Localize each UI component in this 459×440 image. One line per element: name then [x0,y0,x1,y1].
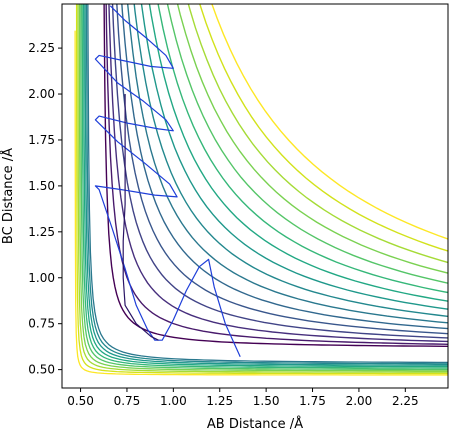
y-tick-label: 0.75 [28,317,55,331]
x-tick-label: 1.00 [160,394,187,408]
x-axis-ticks: 0.50 0.75 1.00 1.25 1.50 1.75 2.00 2.25 [67,388,418,408]
x-axis-label: AB Distance /Å [207,416,303,432]
x-tick-label: 1.25 [206,394,233,408]
x-tick-label: 1.50 [253,394,280,408]
y-tick-label: 2.25 [28,41,55,55]
y-axis-ticks: 0.50 0.75 1.00 1.25 1.50 1.75 2.00 2.25 [28,41,62,377]
x-tick-label: 0.75 [114,394,141,408]
y-tick-label: 1.75 [28,133,55,147]
y-tick-label: 2.00 [28,87,55,101]
y-tick-label: 1.00 [28,271,55,285]
y-tick-label: 0.50 [28,363,55,377]
y-tick-label: 1.25 [28,225,55,239]
x-tick-label: 1.75 [299,394,326,408]
x-tick-label: 0.50 [67,394,94,408]
x-tick-label: 2.25 [392,394,419,408]
y-axis-label: BC Distance /Å [0,148,16,244]
y-tick-label: 1.50 [28,179,55,193]
x-tick-label: 2.00 [346,394,373,408]
